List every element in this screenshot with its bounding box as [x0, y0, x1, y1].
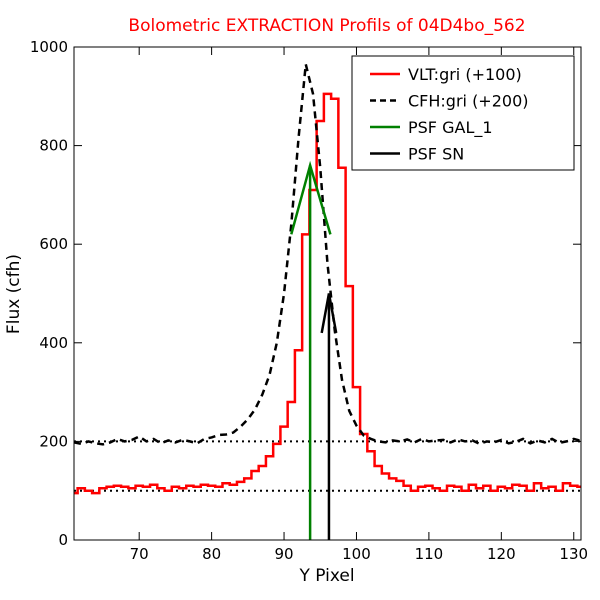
x-tick-label: 130 — [559, 545, 588, 563]
legend-label-1: VLT:gri (+100) — [408, 65, 522, 84]
y-tick-label: 200 — [39, 432, 68, 450]
series-3-marker — [290, 160, 332, 235]
axes-frame — [73, 46, 582, 541]
legend-label-3: PSF GAL_1 — [408, 118, 493, 138]
series-2-line — [74, 63, 581, 446]
y-tick-label: 600 — [39, 235, 68, 253]
x-tick-label: 90 — [274, 545, 293, 563]
x-tick-label: 120 — [487, 545, 516, 563]
y-tick-label: 1000 — [30, 38, 68, 56]
series-1-line — [74, 92, 581, 495]
x-tick-label: 80 — [202, 545, 221, 563]
y-tick-label: 800 — [39, 137, 68, 155]
y-tick-label: 0 — [58, 531, 68, 549]
x-tick-label: 110 — [415, 545, 444, 563]
x-tick-label: 100 — [342, 545, 371, 563]
chart-title: Bolometric EXTRACTION Profils of 04D4bo_… — [128, 16, 525, 36]
legend-label-2: CFH:gri (+200) — [408, 92, 529, 111]
series-4-marker — [320, 293, 338, 334]
x-axis-label: Y Pixel — [298, 566, 354, 586]
axes: 70 80 90 100 110 120 130 0 200 400 600 800 1000 — [30, 38, 588, 563]
plot-area — [74, 63, 581, 540]
y-axis-label: Flux (cfh) — [4, 254, 24, 334]
x-tick-label: 70 — [130, 545, 149, 563]
legend-label-4: PSF SN — [408, 145, 464, 164]
legend: VLT:gri (+100) CFH:gri (+200) PSF GAL_1 PSF… — [351, 55, 575, 171]
y-tick-label: 400 — [39, 334, 68, 352]
